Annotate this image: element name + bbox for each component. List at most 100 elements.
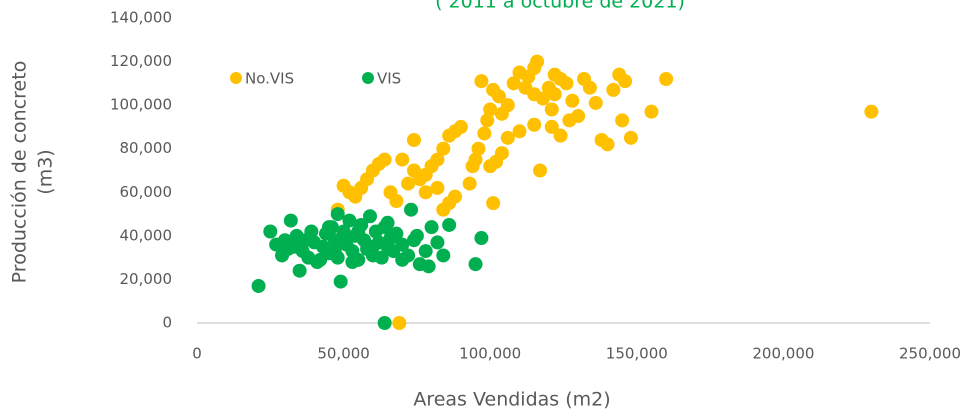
point — [644, 104, 659, 119]
point — [389, 226, 404, 241]
point — [442, 217, 457, 232]
point — [474, 231, 489, 246]
point — [612, 67, 627, 82]
point — [577, 72, 592, 86]
point — [512, 65, 527, 80]
x-tick-label: 0 — [192, 345, 202, 363]
point — [395, 252, 410, 267]
point — [486, 196, 501, 211]
point — [544, 119, 559, 134]
point — [430, 180, 445, 195]
point — [553, 128, 568, 143]
point — [494, 106, 509, 121]
point — [588, 95, 603, 110]
point — [406, 133, 421, 147]
point — [351, 224, 366, 239]
point — [345, 255, 360, 269]
point — [477, 126, 492, 141]
legend-marker — [362, 72, 374, 84]
point — [362, 209, 377, 224]
point — [380, 215, 395, 230]
point — [418, 244, 433, 259]
point — [263, 224, 278, 239]
y-axis-title: Producción de concreto — [9, 61, 31, 284]
point — [383, 185, 398, 200]
point — [541, 80, 556, 95]
point — [448, 189, 463, 204]
point — [321, 220, 336, 235]
point — [374, 250, 389, 265]
point — [571, 109, 586, 124]
point — [474, 74, 489, 89]
point — [283, 213, 298, 228]
point — [462, 176, 477, 191]
point — [292, 263, 307, 278]
point — [544, 102, 559, 117]
y-tick-label: 140,000 — [110, 9, 172, 27]
point — [512, 124, 527, 139]
point — [418, 185, 433, 200]
x-axis-title: Areas Vendidas (m2) — [413, 389, 610, 411]
point — [436, 141, 451, 156]
y-tick-label: 20,000 — [120, 270, 173, 288]
point — [424, 220, 439, 235]
point — [465, 159, 480, 174]
y-tick-label: 80,000 — [120, 139, 173, 157]
y-axis-title: (m3) — [35, 149, 57, 194]
point — [333, 274, 348, 289]
point — [421, 259, 436, 274]
point — [468, 257, 483, 272]
point — [406, 163, 421, 178]
point — [401, 176, 416, 191]
point — [395, 237, 410, 252]
x-tick-label: 250,000 — [899, 345, 961, 363]
y-tick-label: 40,000 — [120, 226, 173, 244]
point — [500, 130, 515, 145]
point — [404, 202, 419, 217]
point — [336, 233, 351, 248]
point — [547, 67, 562, 82]
point — [327, 244, 342, 259]
x-tick-label: 50,000 — [317, 345, 370, 363]
point — [565, 93, 580, 108]
legend-marker — [230, 72, 242, 84]
point — [430, 235, 445, 250]
x-tick-label: 150,000 — [606, 345, 668, 363]
point — [298, 233, 313, 248]
point — [330, 207, 345, 222]
point — [471, 141, 486, 156]
point — [409, 228, 424, 243]
y-tick-label: 120,000 — [110, 52, 172, 70]
point — [527, 117, 542, 132]
point — [483, 102, 498, 117]
point — [480, 113, 495, 128]
y-tick-label: 0 — [162, 314, 172, 332]
point — [615, 113, 630, 128]
point — [486, 82, 501, 97]
point — [442, 128, 457, 143]
point — [342, 213, 357, 228]
point — [506, 76, 521, 91]
y-tick-label: 100,000 — [110, 96, 172, 114]
legend-label: VIS — [377, 70, 401, 88]
point — [606, 82, 621, 97]
point — [864, 104, 879, 119]
point — [659, 72, 674, 86]
chart-subtitle: ( 2011 a octubre de 2021) — [435, 0, 685, 13]
x-tick-label: 100,000 — [459, 345, 521, 363]
y-tick-label: 60,000 — [120, 183, 173, 201]
point — [395, 152, 410, 167]
point — [392, 316, 407, 330]
point — [594, 133, 609, 147]
point — [365, 239, 380, 254]
point — [533, 163, 548, 178]
point — [251, 278, 266, 293]
point — [436, 248, 451, 263]
point — [280, 241, 295, 256]
point — [527, 87, 542, 102]
point — [336, 178, 351, 193]
x-tick-label: 200,000 — [752, 345, 814, 363]
point — [377, 316, 392, 330]
point — [483, 159, 498, 174]
